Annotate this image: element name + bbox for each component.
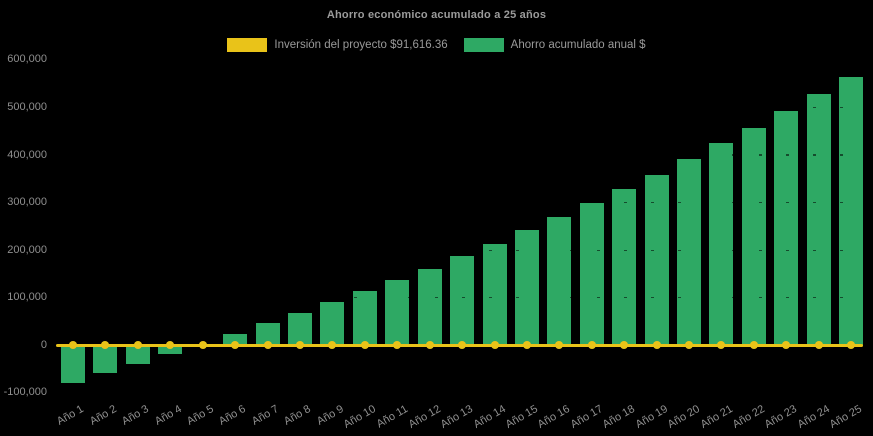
x-label-ano-8: Año 8	[282, 403, 313, 428]
investment-marker-ano-23	[782, 341, 791, 350]
x-label-ano-12: Año 12	[406, 403, 443, 431]
x-label-ano-21: Año 21	[698, 403, 735, 431]
investment-marker-ano-11	[393, 341, 402, 350]
savings-swatch-icon	[463, 38, 504, 52]
investment-marker-ano-3	[133, 341, 142, 350]
investment-marker-ano-9	[328, 341, 337, 350]
bar-ano-21	[709, 143, 734, 346]
investment-swatch-icon	[227, 38, 268, 52]
x-label-ano-19: Año 19	[633, 403, 670, 431]
x-label-ano-5: Año 5	[184, 403, 216, 428]
y-label-200000: 200,000	[7, 243, 47, 256]
x-label-ano-18: Año 18	[600, 403, 638, 431]
y-label--100000: -100,000	[3, 386, 47, 399]
x-label-ano-1: Año 1	[55, 403, 86, 428]
investment-marker-ano-7	[263, 341, 272, 350]
x-label-ano-16: Año 16	[536, 403, 573, 431]
bar-ano-10	[352, 291, 377, 346]
bar-ano-7	[255, 323, 280, 346]
x-label-ano-15: Año 15	[503, 403, 540, 431]
gridline-600000	[57, 59, 863, 61]
x-label-ano-7: Año 7	[249, 403, 281, 428]
legend-item-savings: Ahorro acumulado anual $	[463, 38, 646, 52]
x-label-ano-10: Año 10	[341, 403, 378, 431]
legend-label-investment: Inversión del proyecto $91,616.36	[274, 39, 448, 51]
bar-ano-16	[547, 216, 572, 346]
investment-marker-ano-20	[685, 341, 693, 350]
gridline-300000	[57, 201, 863, 204]
bar-ano-23	[774, 111, 799, 346]
x-label-ano-2: Año 2	[87, 403, 119, 428]
investment-marker-ano-16	[555, 341, 564, 350]
investment-marker-ano-1	[69, 341, 77, 350]
bar-ano-3	[125, 345, 150, 364]
investment-marker-ano-10	[360, 341, 369, 350]
investment-marker-ano-18	[620, 341, 629, 350]
investment-marker-ano-22	[749, 341, 758, 350]
investment-marker-ano-5	[198, 341, 207, 350]
bar-ano-12	[417, 269, 442, 346]
gridline-500000	[57, 106, 863, 109]
investment-marker-ano-15	[522, 341, 531, 350]
x-label-ano-11: Año 11	[374, 403, 411, 431]
y-label-0: 0	[40, 338, 47, 351]
bar-ano-11	[385, 280, 410, 346]
chart-title: Ahorro económico acumulado a 25 años	[326, 9, 547, 21]
x-label-ano-6: Año 6	[217, 403, 249, 428]
bar-ano-25	[839, 77, 864, 346]
gridline-200000	[57, 249, 863, 251]
y-label-300000: 300,000	[7, 196, 47, 209]
x-label-ano-23: Año 23	[763, 403, 800, 431]
bar-ano-6	[223, 333, 248, 346]
chart-legend: Inversión del proyecto $91,616.36 Ahorro…	[0, 37, 873, 53]
investment-marker-ano-2	[101, 341, 110, 350]
bar-ano-15	[514, 230, 539, 346]
y-label-600000: 600,000	[7, 53, 47, 66]
investment-marker-ano-14	[490, 341, 499, 350]
x-label-ano-25: Año 25	[827, 403, 865, 431]
bar-ano-24	[806, 93, 831, 346]
bar-ano-13	[450, 255, 474, 346]
x-label-ano-24: Año 24	[795, 403, 832, 431]
gridline-400000	[57, 154, 863, 156]
bar-ano-20	[677, 159, 701, 346]
x-label-ano-22: Año 22	[730, 403, 767, 431]
bar-ano-4	[158, 345, 183, 354]
x-label-ano-4: Año 4	[152, 403, 184, 428]
x-label-ano-17: Año 17	[568, 403, 605, 431]
investment-marker-ano-8	[295, 341, 304, 350]
investment-marker-ano-4	[166, 341, 175, 350]
investment-marker-ano-12	[425, 341, 434, 350]
bar-ano-9	[320, 302, 345, 346]
x-label-ano-14: Año 14	[471, 403, 508, 431]
legend-item-investment: Inversión del proyecto $91,616.36	[227, 38, 448, 52]
x-label-ano-3: Año 3	[119, 403, 151, 428]
investment-marker-ano-19	[652, 341, 661, 350]
x-label-ano-20: Año 20	[665, 403, 702, 431]
x-label-ano-13: Año 13	[438, 403, 475, 431]
bar-ano-1	[61, 345, 85, 383]
bar-ano-8	[287, 313, 312, 346]
y-label-100000: 100,000	[7, 291, 47, 304]
investment-marker-ano-24	[814, 341, 823, 350]
bar-ano-22	[741, 128, 766, 346]
y-label-400000: 400,000	[7, 148, 47, 161]
investment-marker-ano-21	[717, 341, 726, 350]
bar-ano-19	[644, 174, 669, 346]
y-label-500000: 500,000	[7, 101, 47, 113]
bar-ano-2	[93, 345, 118, 374]
x-label-ano-9: Año 9	[314, 403, 346, 428]
investment-marker-ano-6	[231, 341, 240, 350]
investment-marker-ano-17	[587, 341, 596, 350]
investment-marker-ano-25	[847, 341, 856, 350]
legend-label-savings: Ahorro acumulado anual $	[510, 39, 646, 51]
investment-marker-ano-13	[458, 341, 466, 350]
bar-ano-14	[482, 243, 507, 346]
gridline-100000	[57, 297, 863, 299]
gridline--100000	[57, 392, 863, 394]
bar-ano-18	[612, 189, 637, 346]
bar-ano-17	[579, 202, 604, 346]
